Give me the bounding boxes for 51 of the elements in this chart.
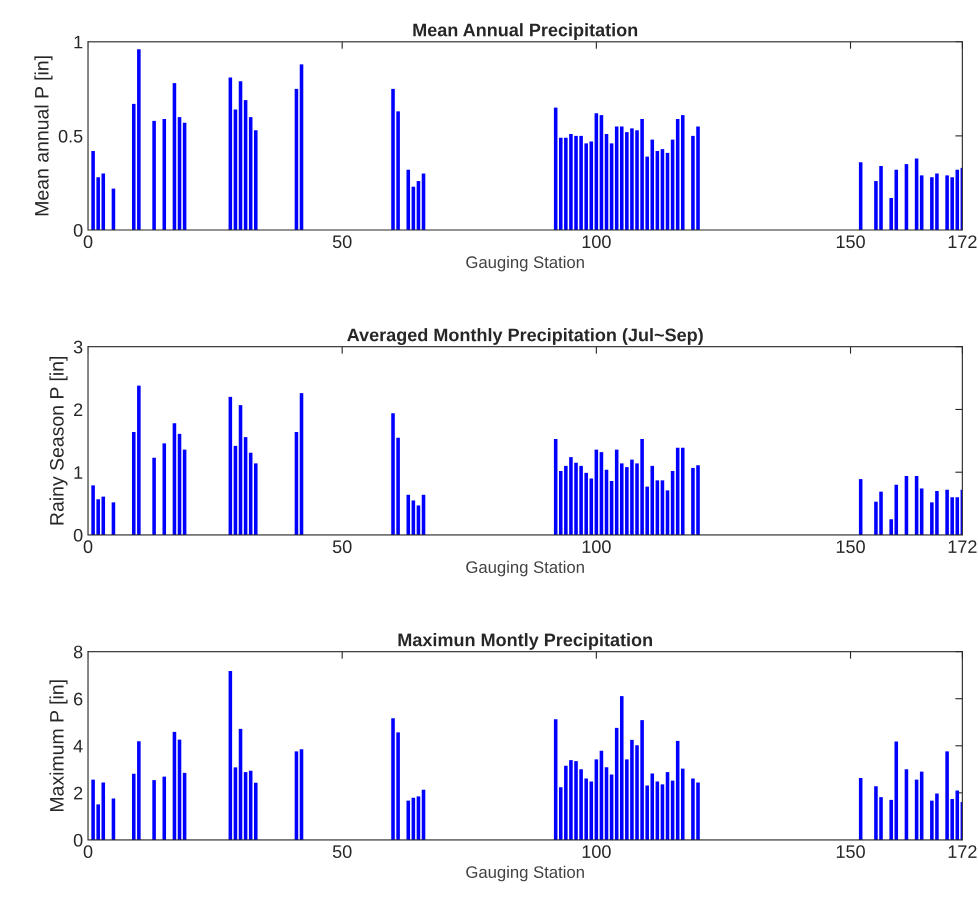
y-axis-title: Mean annual P [in] <box>34 56 53 216</box>
bar <box>112 188 116 230</box>
bar <box>162 443 166 535</box>
bar <box>904 769 908 840</box>
bar <box>162 118 166 230</box>
bar <box>112 798 116 840</box>
x-tick-label: 100 <box>582 845 611 858</box>
x-tick-label: 150 <box>836 845 865 858</box>
x-tick-label: 100 <box>582 235 611 248</box>
bar <box>112 502 116 535</box>
x-tick-label: 172 <box>948 235 977 248</box>
x-tick-label: 172 <box>948 845 977 858</box>
bar <box>904 164 908 230</box>
x-tick-label: 100 <box>582 540 611 554</box>
x-tick-label: 50 <box>332 845 352 858</box>
y-tick-label: 2 <box>74 403 82 416</box>
y-axis-title: Rainy Season P [in] <box>49 357 68 524</box>
y-tick-label: 2 <box>74 786 82 800</box>
y-tick-label: 3 <box>74 340 82 354</box>
bar <box>858 778 862 840</box>
y-axis-title: Maximum P [in] <box>49 680 68 811</box>
y-tick-label: 1 <box>74 36 82 48</box>
y-tick-label: 1 <box>74 466 82 479</box>
bar <box>904 476 908 535</box>
bar <box>162 776 166 840</box>
bar <box>152 458 156 535</box>
x-tick-label: 0 <box>84 540 92 554</box>
chart-title: Mean Annual Precipitation <box>413 23 638 40</box>
x-axis-title: Gauging Station <box>466 866 584 882</box>
y-tick-label: 0 <box>74 834 82 847</box>
bar <box>152 780 156 840</box>
bar <box>152 120 156 230</box>
y-tick-label: 4 <box>74 740 83 752</box>
bar <box>858 162 862 230</box>
y-tick-label: 0 <box>74 528 82 542</box>
x-tick-label: 50 <box>332 235 352 248</box>
x-tick-label: 172 <box>948 540 977 553</box>
x-axis-title: Gauging Station <box>466 256 584 272</box>
y-tick-label: 8 <box>74 646 82 658</box>
y-tick-label: 0.5 <box>58 130 82 143</box>
chart-title: Maximun Montly Precipitation <box>398 633 652 650</box>
x-tick-label: 0 <box>84 235 92 248</box>
x-tick-label: 150 <box>836 540 865 554</box>
x-axis-title: Gauging Station <box>466 560 584 576</box>
y-tick-label: 0 <box>74 224 82 237</box>
chart-title: Averaged Monthly Precipitation (Jul~Sep) <box>347 328 703 345</box>
x-tick-label: 50 <box>332 540 352 554</box>
y-tick-label: 6 <box>74 692 82 706</box>
x-tick-label: 150 <box>836 235 865 248</box>
x-tick-label: 0 <box>84 845 92 858</box>
bar <box>858 479 862 535</box>
